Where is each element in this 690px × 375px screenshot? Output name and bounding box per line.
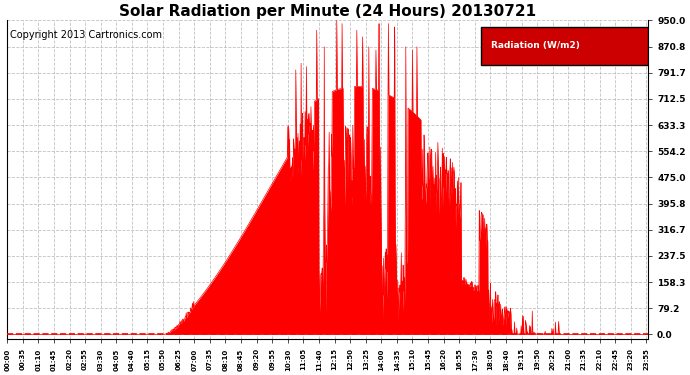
Text: Radiation (W/m2): Radiation (W/m2) — [491, 41, 580, 50]
Text: Copyright 2013 Cartronics.com: Copyright 2013 Cartronics.com — [10, 30, 162, 40]
Title: Solar Radiation per Minute (24 Hours) 20130721: Solar Radiation per Minute (24 Hours) 20… — [119, 4, 536, 19]
FancyBboxPatch shape — [482, 27, 648, 65]
